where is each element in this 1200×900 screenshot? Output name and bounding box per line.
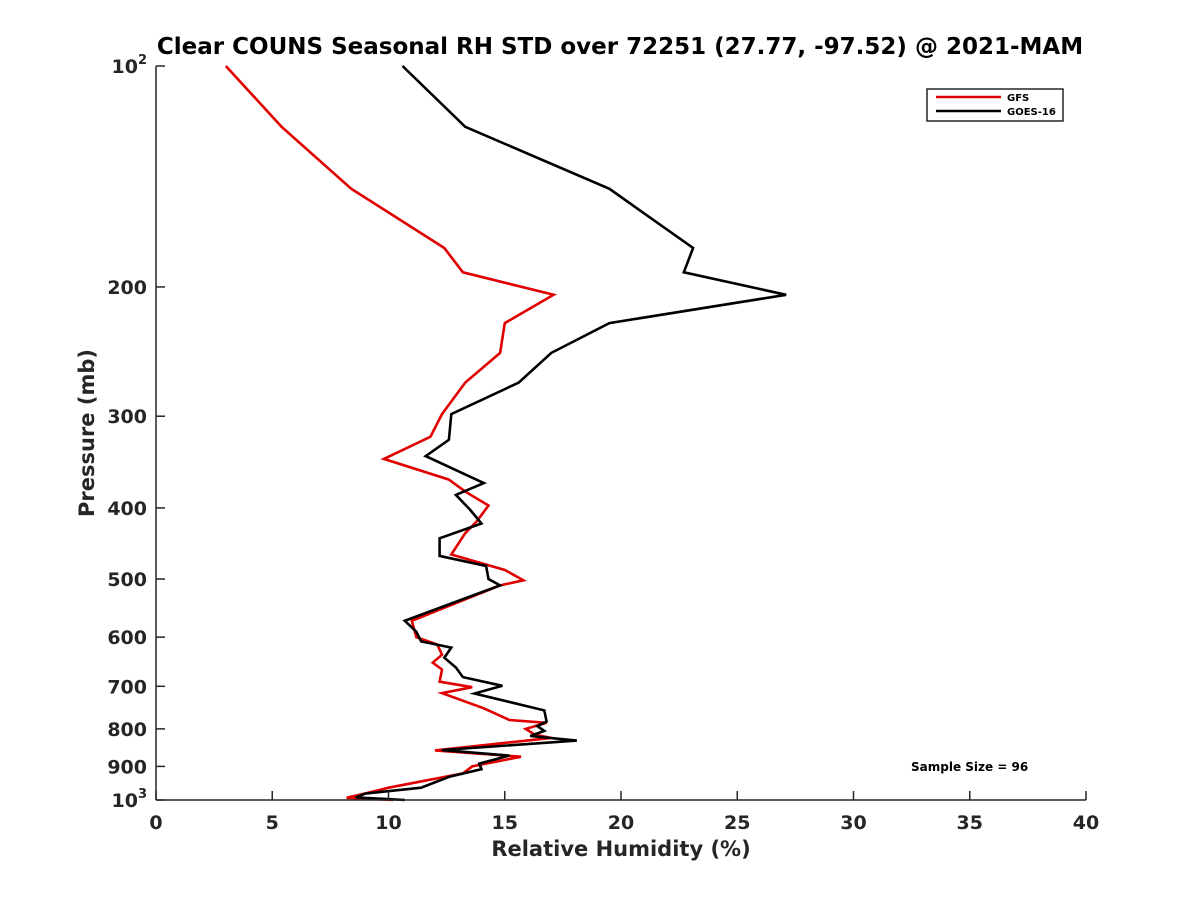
legend: GFS GOES-16	[926, 88, 1064, 122]
x-tick-label: 5	[266, 812, 279, 834]
legend-box	[926, 88, 1064, 122]
y-tick-label: 800	[107, 719, 147, 741]
x-axis-label: Relative Humidity (%)	[491, 837, 750, 861]
x-tick-label: 40	[1073, 812, 1099, 834]
x-tick-label: 0	[149, 812, 162, 834]
y-tick-label: 102	[112, 53, 148, 78]
y-axis-label: Pressure (mb)	[75, 349, 99, 517]
tick-labels: 0 5 10 15 20 25 30 35 40 102 200 300 400 500 600 700 800…	[107, 53, 1099, 834]
y-tick-label: 600	[107, 627, 147, 649]
x-tick-label: 10	[375, 812, 401, 834]
y-tick-label: 300	[107, 406, 147, 428]
legend-label-goes-16: GOES-16	[1007, 107, 1056, 118]
x-tick-label: 25	[724, 812, 750, 834]
y-tick-label: 700	[107, 676, 147, 698]
y-tick-label: 103	[112, 787, 148, 812]
y-tick-label: 200	[107, 277, 147, 299]
chart-title: Clear COUNS Seasonal RH STD over 72251 (…	[157, 34, 1083, 60]
series-layer	[224, 65, 787, 802]
x-tick-label: 20	[608, 812, 634, 834]
x-tick-label: 15	[492, 812, 518, 834]
y-tick-label: 500	[107, 569, 147, 591]
legend-label-gfs: GFS	[1007, 93, 1029, 104]
y-tick-label: 900	[107, 756, 147, 778]
y-tick-label: 400	[107, 498, 147, 520]
sample-size-annotation: Sample Size = 96	[911, 760, 1028, 774]
series-line-gfs	[224, 65, 558, 802]
x-tick-label: 30	[840, 812, 866, 834]
x-tick-label: 35	[957, 812, 983, 834]
series-line-goes-16	[355, 65, 787, 802]
axes	[155, 65, 1087, 801]
